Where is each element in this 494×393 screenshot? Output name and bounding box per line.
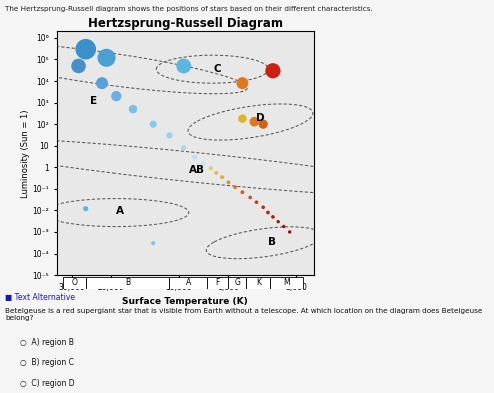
Text: E: E xyxy=(89,95,97,106)
Point xyxy=(129,106,137,112)
Point xyxy=(286,229,293,235)
Point xyxy=(259,204,267,210)
Text: D: D xyxy=(256,113,265,123)
Point xyxy=(246,194,254,200)
Point xyxy=(239,116,247,122)
Point xyxy=(239,189,247,195)
Title: Hertzsprung-Russell Diagram: Hertzsprung-Russell Diagram xyxy=(88,17,283,30)
Y-axis label: Luminosity (Sun = 1): Luminosity (Sun = 1) xyxy=(21,109,30,198)
Point xyxy=(259,121,267,127)
X-axis label: Surface Temperature (K): Surface Temperature (K) xyxy=(123,297,248,306)
Text: K: K xyxy=(256,279,261,287)
Text: A: A xyxy=(185,279,191,287)
Point xyxy=(280,223,288,230)
Text: A: A xyxy=(116,206,124,216)
Bar xyxy=(246,277,270,289)
Point xyxy=(149,240,157,246)
Point xyxy=(269,68,277,74)
Point xyxy=(250,119,258,125)
Point xyxy=(218,174,226,180)
Point xyxy=(212,170,220,176)
Bar xyxy=(270,277,303,289)
Point xyxy=(191,154,199,160)
Point xyxy=(199,160,207,167)
Point xyxy=(82,206,90,212)
Bar xyxy=(207,277,228,289)
Point xyxy=(264,209,272,216)
Text: C: C xyxy=(213,64,221,74)
Point xyxy=(231,184,239,190)
Bar xyxy=(169,277,207,289)
Point xyxy=(98,80,106,86)
Point xyxy=(274,219,282,225)
Point xyxy=(269,214,277,220)
Text: G: G xyxy=(235,279,240,287)
Point xyxy=(252,199,260,206)
Point xyxy=(112,93,120,99)
Point xyxy=(165,132,173,139)
Text: M: M xyxy=(283,279,290,287)
Text: AB: AB xyxy=(189,165,205,175)
Bar xyxy=(228,277,246,289)
Point xyxy=(180,63,188,69)
Text: ○  B) region C: ○ B) region C xyxy=(20,358,74,367)
Text: B: B xyxy=(125,279,130,287)
Point xyxy=(180,145,188,151)
Point xyxy=(239,80,247,86)
Bar xyxy=(63,277,86,289)
Text: F: F xyxy=(215,279,220,287)
Point xyxy=(207,165,215,171)
Text: B: B xyxy=(268,237,276,247)
Point xyxy=(149,121,157,127)
Bar xyxy=(86,277,169,289)
Text: The Hertzsprung-Russell diagram shows the positions of stars based on their diff: The Hertzsprung-Russell diagram shows th… xyxy=(5,6,372,12)
Point xyxy=(82,46,90,52)
Text: ○  C) region D: ○ C) region D xyxy=(20,379,75,388)
Text: O: O xyxy=(71,279,77,287)
Point xyxy=(75,63,82,69)
Text: ○  A) region B: ○ A) region B xyxy=(20,338,74,347)
Point xyxy=(224,179,232,185)
Text: Betelgeuse is a red supergiant star that is visible from Earth without a telesco: Betelgeuse is a red supergiant star that… xyxy=(5,308,483,321)
Point xyxy=(103,55,111,61)
Text: ■ Text Alternative: ■ Text Alternative xyxy=(5,293,75,302)
